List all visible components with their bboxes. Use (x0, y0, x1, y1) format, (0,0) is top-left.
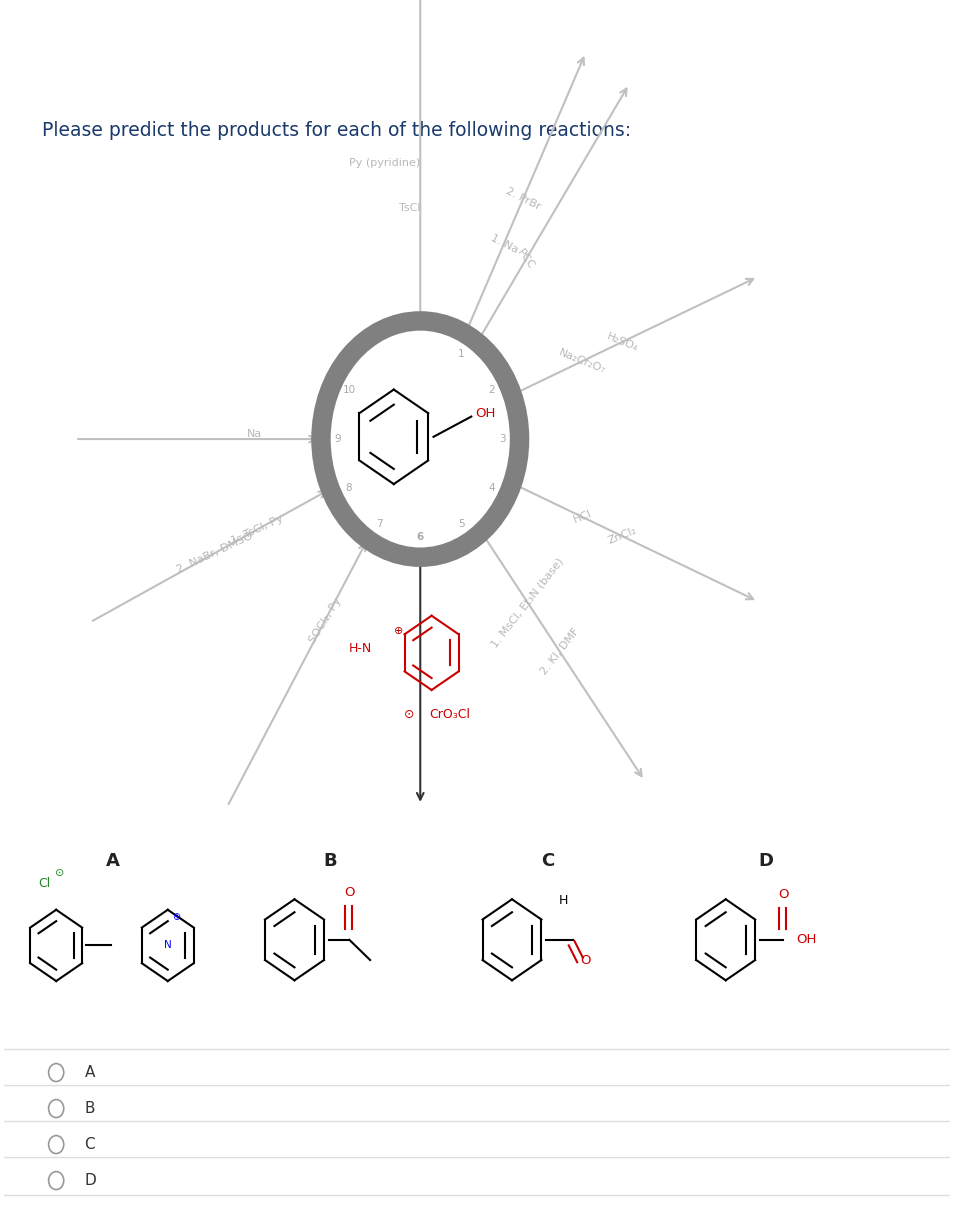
Text: 7: 7 (375, 520, 382, 529)
Text: Cl: Cl (39, 878, 51, 890)
Text: 9: 9 (335, 435, 341, 444)
Text: B: B (323, 852, 336, 870)
Text: Please predict the products for each of the following reactions:: Please predict the products for each of … (42, 120, 631, 140)
Text: ⊙: ⊙ (403, 708, 414, 721)
Text: OH: OH (796, 934, 816, 946)
Text: C: C (540, 852, 554, 870)
Text: 4: 4 (488, 483, 495, 493)
Text: ⊕: ⊕ (394, 625, 403, 636)
Text: SOCl₂, Py: SOCl₂, Py (307, 596, 343, 645)
Text: O: O (579, 953, 590, 966)
Text: ZnCl₂: ZnCl₂ (605, 526, 638, 546)
Text: C: C (85, 1138, 95, 1152)
Text: O: O (778, 889, 788, 901)
Text: CrO₃Cl: CrO₃Cl (429, 708, 470, 721)
Text: Na: Na (247, 429, 262, 439)
Text: O: O (344, 886, 355, 900)
Text: Na₂Cr₂O₇: Na₂Cr₂O₇ (557, 347, 607, 375)
Text: D: D (757, 852, 772, 870)
Text: A: A (106, 852, 120, 870)
Text: Py (pyridine): Py (pyridine) (349, 158, 420, 169)
Text: 1: 1 (457, 350, 464, 359)
Text: 2. PrBr: 2. PrBr (504, 186, 541, 211)
Text: 1. TsCl, Py: 1. TsCl, Py (230, 514, 285, 546)
Text: N: N (164, 941, 172, 951)
Text: B: B (85, 1101, 95, 1116)
Text: 8: 8 (345, 483, 352, 493)
Text: 6: 6 (416, 532, 423, 543)
Text: ⊕: ⊕ (172, 912, 180, 923)
Text: 1. Na: 1. Na (488, 232, 518, 255)
Text: 3: 3 (498, 435, 505, 444)
Text: PCC: PCC (515, 248, 536, 271)
Text: D: D (85, 1173, 96, 1189)
Text: 1. MsCl, Et₃N (base): 1. MsCl, Et₃N (base) (490, 556, 565, 649)
Text: OH: OH (475, 407, 495, 420)
Text: H: H (558, 894, 567, 907)
Text: 10: 10 (342, 385, 355, 395)
Text: A: A (85, 1065, 95, 1080)
Text: ⊙: ⊙ (55, 868, 65, 878)
Text: 5: 5 (457, 520, 464, 529)
Text: HCl: HCl (571, 509, 593, 526)
Text: 2: 2 (488, 385, 495, 395)
Text: TsCl: TsCl (398, 204, 420, 214)
Text: 2. NaBr, DMSO: 2. NaBr, DMSO (174, 532, 253, 575)
Text: 2. KI, DMF: 2. KI, DMF (538, 626, 580, 677)
Text: H₂SO₄: H₂SO₄ (604, 331, 639, 353)
Text: H-N: H-N (349, 642, 372, 654)
